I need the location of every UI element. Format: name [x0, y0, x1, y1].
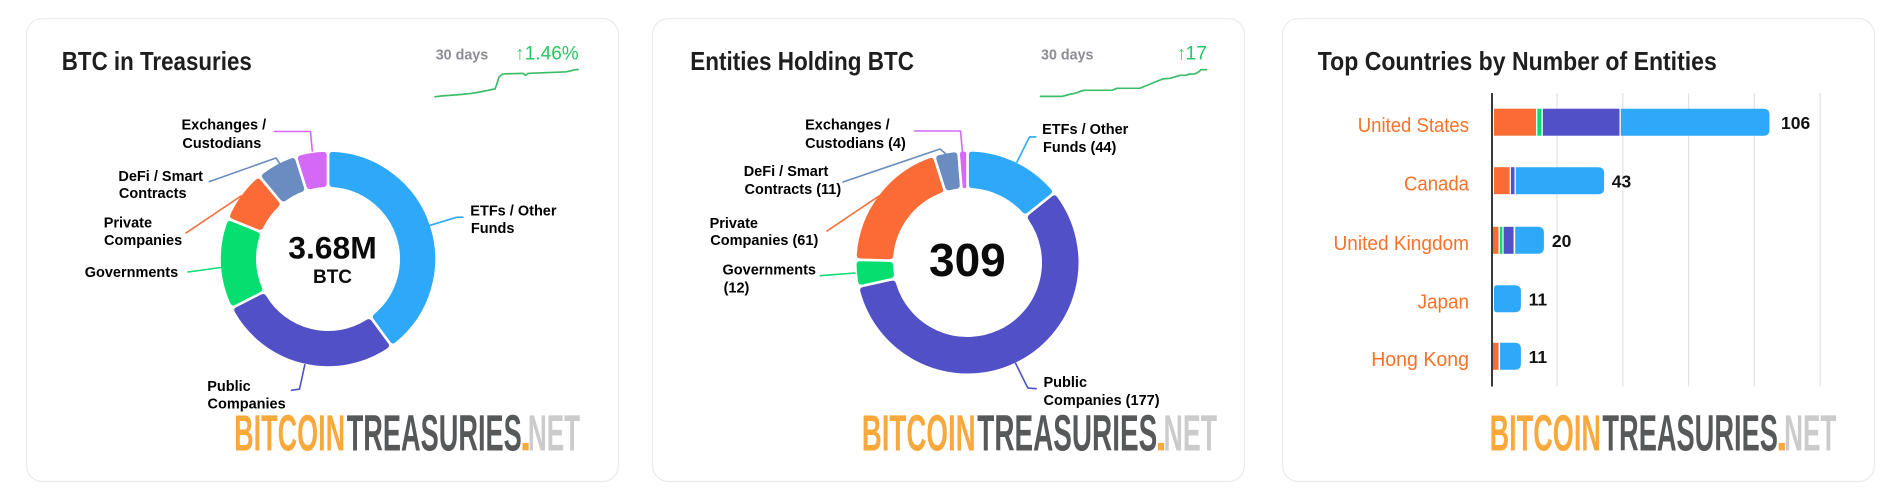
svg-text:↑: ↑ — [515, 43, 525, 64]
svg-text:BTC in Treasuries: BTC in Treasuries — [62, 46, 252, 76]
svg-text:TREASURIES: TREASURIES — [977, 404, 1157, 461]
svg-text:Private: Private — [104, 216, 152, 232]
svg-text:TREASURIES: TREASURIES — [1602, 404, 1778, 461]
svg-text:NET: NET — [528, 404, 580, 461]
svg-text:Custodians (4): Custodians (4) — [805, 136, 906, 152]
svg-text:Custodians: Custodians — [182, 136, 261, 152]
svg-text:NET: NET — [1784, 404, 1836, 461]
svg-text:Funds (44): Funds (44) — [1043, 140, 1116, 156]
svg-text:BTC: BTC — [313, 267, 352, 288]
svg-text:BITCOIN: BITCOIN — [1490, 404, 1601, 461]
svg-text:30 days: 30 days — [1041, 47, 1094, 64]
svg-text:DeFi / Smart: DeFi / Smart — [118, 169, 203, 185]
svg-text:Companies: Companies — [104, 233, 182, 249]
svg-text:1.46%: 1.46% — [525, 42, 579, 64]
svg-text:Contracts: Contracts — [119, 186, 187, 202]
svg-text:17: 17 — [1186, 42, 1208, 64]
svg-text:Top Countries by Number of Ent: Top Countries by Number of Entities — [1318, 46, 1717, 76]
svg-text:Entities Holding BTC: Entities Holding BTC — [690, 46, 914, 76]
svg-text:30 days: 30 days — [436, 47, 489, 64]
svg-text:106: 106 — [1781, 113, 1810, 133]
svg-text:Companies: Companies — [208, 396, 286, 412]
svg-text:BITCOIN: BITCOIN — [862, 404, 976, 461]
svg-text:309: 309 — [929, 234, 1006, 286]
svg-text:11: 11 — [1529, 289, 1548, 309]
svg-text:Canada: Canada — [1404, 172, 1470, 195]
svg-text:BITCOIN: BITCOIN — [234, 404, 345, 461]
svg-text:20: 20 — [1552, 231, 1572, 251]
svg-text:Japan: Japan — [1418, 290, 1469, 313]
svg-text:ETFs / Other: ETFs / Other — [470, 204, 557, 220]
svg-text:11: 11 — [1529, 347, 1548, 367]
svg-text:DeFi / Smart: DeFi / Smart — [744, 164, 829, 180]
svg-text:Funds: Funds — [471, 221, 515, 237]
svg-text:Governments: Governments — [85, 265, 178, 281]
svg-text:Companies (61): Companies (61) — [710, 233, 818, 249]
svg-text:United States: United States — [1358, 114, 1469, 137]
svg-text:TREASURIES: TREASURIES — [347, 404, 522, 461]
svg-text:Governments: Governments — [723, 263, 816, 279]
svg-text:Exchanges /: Exchanges / — [805, 117, 890, 133]
svg-text:ETFs / Other: ETFs / Other — [1042, 122, 1129, 138]
svg-text:(12): (12) — [724, 280, 750, 296]
svg-text:Private: Private — [710, 216, 758, 232]
svg-text:43: 43 — [1612, 171, 1632, 191]
svg-text:Public: Public — [207, 379, 251, 395]
svg-text:NET: NET — [1164, 404, 1218, 461]
svg-text:Hong Kong: Hong Kong — [1371, 348, 1469, 371]
svg-text:United Kingdom: United Kingdom — [1334, 232, 1470, 255]
svg-text:↑: ↑ — [1177, 43, 1187, 64]
svg-text:Contracts (11): Contracts (11) — [745, 182, 842, 198]
svg-text:Companies (177): Companies (177) — [1044, 393, 1160, 409]
svg-text:3.68M: 3.68M — [288, 229, 377, 265]
svg-text:Public: Public — [1044, 375, 1088, 391]
svg-text:Exchanges /: Exchanges / — [182, 117, 267, 133]
